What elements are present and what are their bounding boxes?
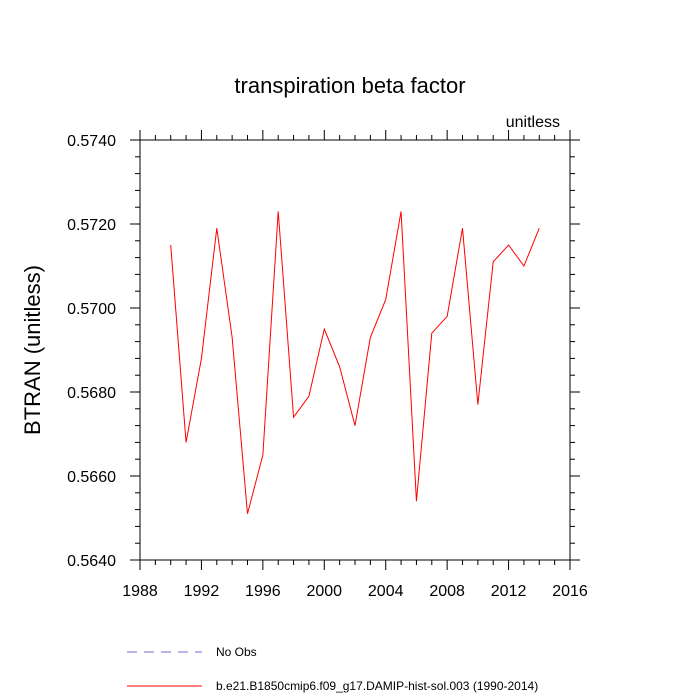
y-tick-label: 0.5720 bbox=[67, 217, 116, 234]
x-tick-label: 1988 bbox=[122, 583, 158, 600]
units-label: unitless bbox=[506, 114, 560, 131]
series-group bbox=[170, 211, 540, 514]
series-line bbox=[170, 211, 540, 514]
y-tick-label: 0.5740 bbox=[67, 133, 116, 150]
legend-label: No Obs bbox=[216, 645, 257, 659]
x-tick-label: 2004 bbox=[368, 583, 404, 600]
x-tick-label: 1992 bbox=[184, 583, 220, 600]
x-tick-label: 1996 bbox=[245, 583, 281, 600]
x-tick-label: 2000 bbox=[306, 583, 342, 600]
x-tick-label: 2008 bbox=[429, 583, 465, 600]
y-tick-label: 0.5660 bbox=[67, 469, 116, 486]
x-tick-label: 2012 bbox=[491, 583, 527, 600]
x-tick-label: 2016 bbox=[552, 583, 588, 600]
y-tick-label: 0.5640 bbox=[67, 553, 116, 570]
y-tick-label: 0.5680 bbox=[67, 385, 116, 402]
legend-label: b.e21.B1850cmip6.f09_g17.DAMIP-hist-sol.… bbox=[216, 679, 538, 693]
plot-frame bbox=[139, 139, 571, 561]
y-axis-label: BTRAN (unitless) bbox=[20, 265, 45, 435]
legend: No Obs b.e21.B1850cmip6.f09_g17.DAMIP-his… bbox=[127, 645, 538, 693]
chart-title: transpiration beta factor bbox=[234, 73, 465, 98]
y-tick-label: 0.5700 bbox=[67, 301, 116, 318]
axis-ticks bbox=[130, 130, 580, 570]
tick-labels: 1988 1992 1996 2000 2004 2008 2012 2016 0.5640 0.… bbox=[67, 133, 588, 600]
